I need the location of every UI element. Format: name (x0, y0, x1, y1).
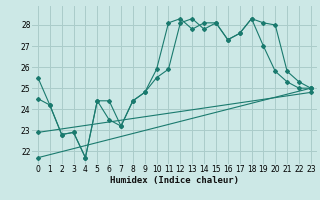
X-axis label: Humidex (Indice chaleur): Humidex (Indice chaleur) (110, 176, 239, 185)
